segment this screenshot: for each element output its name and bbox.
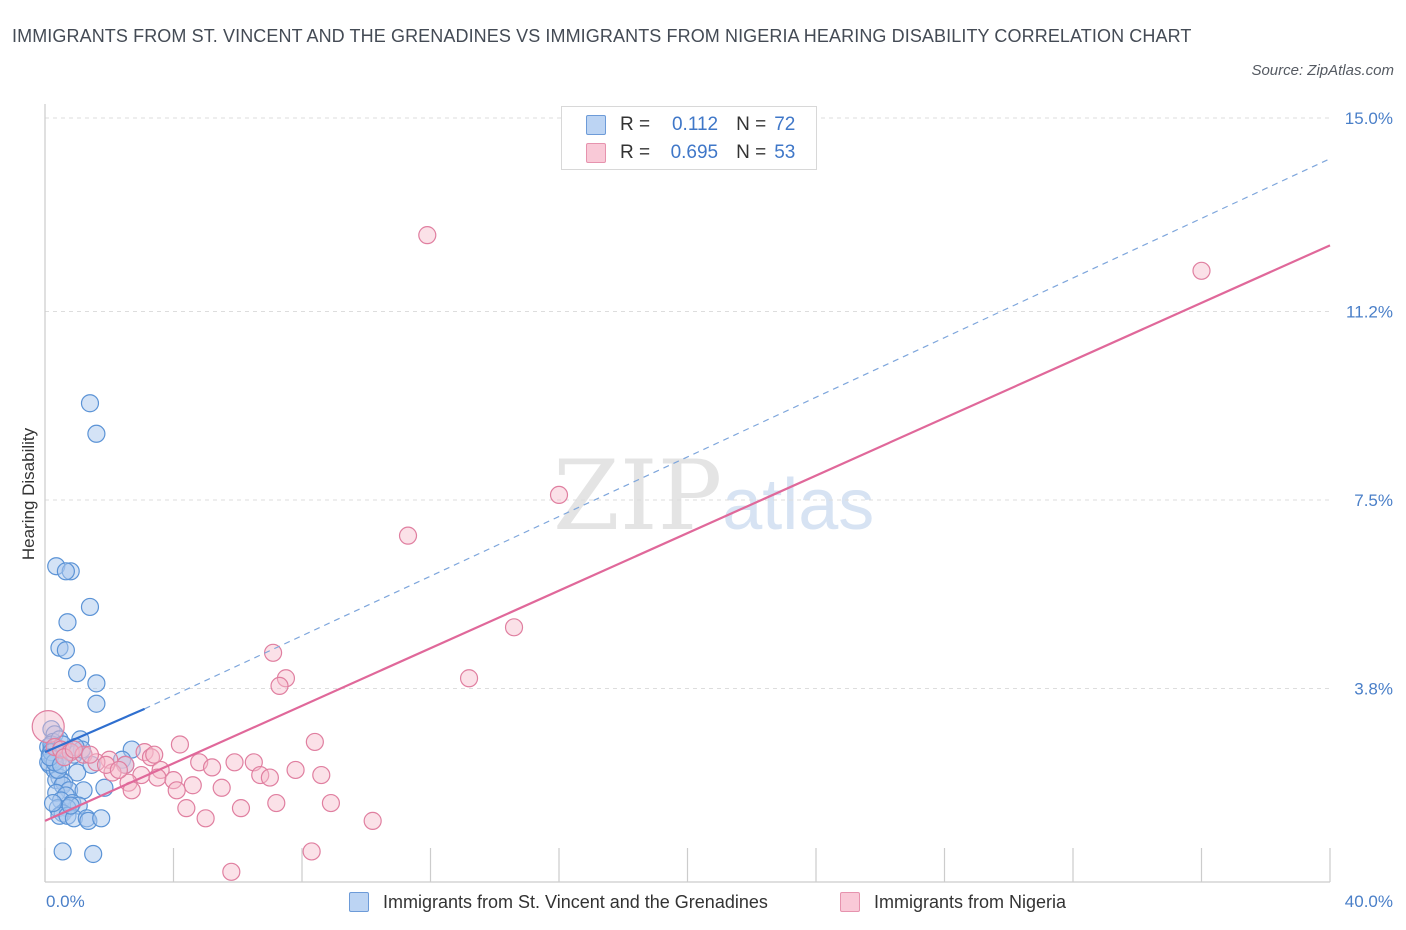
data-point-nigeria [459, 669, 479, 688]
data-point-nigeria [549, 485, 569, 505]
chart-title: IMMIGRANTS FROM ST. VINCENT AND THE GREN… [12, 26, 1192, 46]
y-tick-label: 3.8% [1354, 679, 1393, 698]
legend-label-st-vincent: Immigrants from St. Vincent and the Gren… [383, 891, 768, 912]
legend-item-nigeria: Immigrants from Nigeria [840, 888, 1066, 916]
legend-swatch-pink [586, 143, 606, 163]
data-point-nigeria [267, 793, 286, 813]
data-point-st-vincent [80, 597, 100, 617]
data-point-nigeria [177, 799, 196, 818]
data-point-st-vincent [92, 809, 111, 828]
data-point-nigeria [222, 862, 241, 881]
y-axis-label: Hearing Disability [19, 427, 38, 560]
data-point-nigeria [212, 778, 231, 797]
data-point-nigeria [167, 781, 186, 800]
data-point-nigeria [363, 811, 382, 830]
data-point-nigeria [64, 740, 84, 759]
data-point-nigeria [225, 753, 244, 772]
legend-swatch-blue [349, 892, 369, 912]
data-point-st-vincent [53, 842, 72, 861]
data-point-st-vincent [87, 424, 106, 443]
data-point-st-vincent [68, 664, 87, 683]
data-point-nigeria [1192, 261, 1211, 280]
x-tick-label: 0.0% [46, 892, 85, 911]
data-point-st-vincent [87, 674, 106, 693]
series-st-vincent-points [39, 394, 141, 864]
y-tick-label: 11.2% [1346, 303, 1393, 322]
data-point-nigeria [31, 710, 65, 744]
legend-r-value: 0.695 [670, 142, 719, 163]
data-point-st-vincent [87, 694, 106, 713]
legend-n-label: N = [736, 114, 767, 135]
y-tick-label: 15.0% [1345, 109, 1393, 128]
legend-n-value: 72 [774, 114, 796, 135]
legend-row-st-vincent: R = 0.112 N = 72 [586, 113, 795, 137]
source-credit: Source: ZipAtlas.com [1251, 62, 1394, 79]
trend-lines [44, 158, 1331, 822]
data-point-nigeria [55, 748, 74, 767]
data-point-nigeria [109, 760, 128, 780]
data-point-nigeria [80, 745, 100, 764]
data-point-nigeria [196, 809, 215, 828]
data-point-nigeria [260, 768, 279, 787]
data-point-nigeria [270, 676, 289, 696]
data-point-st-vincent [56, 641, 75, 660]
data-point-nigeria [202, 758, 222, 777]
data-point-nigeria [321, 793, 341, 813]
y-tick-label: 7.5% [1354, 491, 1393, 510]
stats-legend: R = 0.112 N = 72 R = 0.695 N = 53 [561, 106, 817, 170]
data-point-nigeria [231, 799, 251, 818]
grid-lines [45, 117, 1330, 689]
data-point-st-vincent [56, 562, 75, 581]
data-point-nigeria [305, 732, 324, 752]
data-point-st-vincent [58, 613, 77, 632]
tick-labels: 3.8% 7.5% 11.2% 15.0% 0.0% 40.0% [46, 109, 1393, 911]
watermark: ZIPatlas [553, 440, 874, 552]
data-point-st-vincent [43, 793, 63, 813]
data-point-nigeria [276, 669, 296, 688]
data-point-st-vincent [84, 844, 103, 864]
data-point-nigeria [504, 618, 524, 637]
data-point-nigeria [183, 776, 202, 795]
trend-line-nigeria [44, 244, 1331, 822]
data-point-nigeria [302, 842, 321, 861]
legend-row-nigeria: R = 0.695 N = 53 [586, 141, 795, 165]
watermark-zip: ZIP [553, 440, 723, 552]
legend-item-st-vincent: Immigrants from St. Vincent and the Gren… [349, 888, 768, 916]
data-point-nigeria [141, 748, 161, 767]
series-nigeria-points [31, 226, 1211, 881]
data-point-nigeria [312, 765, 331, 785]
legend-n-value: 53 [774, 142, 796, 163]
x-tick-label: 40.0% [1345, 892, 1393, 911]
legend-n-label: N = [736, 142, 767, 163]
data-point-nigeria [286, 760, 305, 780]
data-point-nigeria [418, 226, 437, 245]
data-point-nigeria [164, 771, 183, 790]
legend-swatch-pink [840, 892, 860, 912]
legend-label-nigeria: Immigrants from Nigeria [874, 891, 1067, 912]
data-point-st-vincent [68, 763, 87, 782]
data-point-st-vincent [80, 394, 100, 413]
data-point-nigeria [145, 745, 164, 764]
legend-r-label: R = [620, 114, 651, 135]
trend-line-st-vincent [44, 707, 146, 754]
legend-r-value: 0.112 [671, 114, 719, 135]
data-point-nigeria [398, 526, 418, 545]
legend-r-label: R = [620, 142, 651, 163]
legend-swatch-blue [586, 115, 606, 135]
data-point-nigeria [170, 735, 190, 754]
trend-line-st-vincent-extension [144, 158, 1331, 710]
